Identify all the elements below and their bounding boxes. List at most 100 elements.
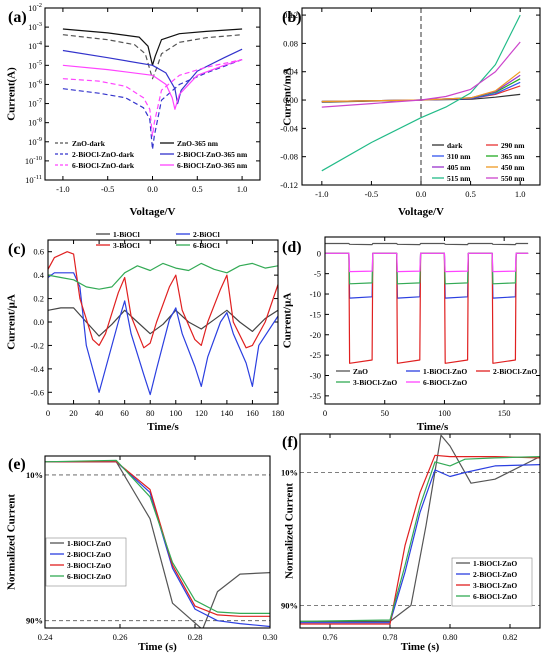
legend-label: 515 nm [447,174,471,183]
series-group [321,14,521,172]
y-tick-label: 10-9 [28,136,42,147]
legend-label: ZnO-dark [72,139,106,148]
legend-label: 2-BiOCl [193,230,220,239]
y-tick-label: 0.6 [33,247,44,257]
y-tick-label: 10% [281,468,298,478]
legend: 1-BiOCl 2-BiOCl 3-BiOCl 6-BiOCl [96,230,220,250]
x-tick-label: 0.24 [38,632,54,642]
legend-label: 550 nm [501,174,525,183]
legend-label: 6-BiOCl [193,241,220,250]
x-tick-label: 120 [195,408,208,418]
y-axis-title: Current/μA [282,293,294,349]
y-tick-label: 10-11 [25,174,42,185]
legend-label: 3-BiOCl-ZnO [473,581,517,590]
x-tick-label: 0.5 [192,184,203,194]
legend-label: dark [447,141,463,150]
y-axis-title: Current(A) [6,67,18,121]
x-tick-label: 40 [95,408,104,418]
series-group [45,459,270,628]
legend-label: 290 nm [501,141,525,150]
x-axis-title: Voltage/V [398,206,444,218]
panel-4: (e) Time (s) Normalized Current 0.24 0.26 0.2… [6,455,278,653]
y-tick-label: 0.08 [283,38,298,48]
plot-frame [44,7,261,181]
legend-label: ZnO-365 nm [177,139,219,148]
legend-label: 2-BiOCl-ZnO [67,550,111,559]
y-tick-label: -30 [310,370,321,380]
series-line [45,459,270,614]
legend-label: 3-BiOCl-ZnO [353,378,397,387]
x-axis-title: Voltage/V [129,206,175,218]
legend-label: 2-BiOCl-ZnO-dark [72,150,135,159]
x-axis-title: Time/s [147,421,179,433]
panel-2: (c) Time/s Current/μA 0 20 40 60 80 100 120 140 160… [6,230,285,433]
x-tick-label: 0 [323,408,327,418]
y-tick-label: 0 [317,248,321,258]
y-tick-label: 10-5 [28,59,42,70]
series-line [62,34,243,80]
x-tick-label: 140 [221,408,234,418]
series-line [62,48,243,105]
x-tick-label: 20 [69,408,78,418]
x-tick-label: 60 [120,408,129,418]
x-tick-label: 1.0 [237,184,248,194]
panel-3: (d) Time/s Current/μA 0 50 100 150 -35 -30 -25 -20… [282,236,541,433]
legend-label: 1-BiOCl [113,230,140,239]
panel-label: (f) [282,434,298,451]
plot-frame [47,239,279,405]
y-tick-label: 10-3 [28,21,42,32]
series-line [48,272,278,396]
x-tick-label: 150 [498,408,511,418]
y-tick-label: 90% [281,600,298,610]
y-tick-label: -0.4 [31,364,45,374]
series-line [300,434,540,622]
series-line [325,252,529,299]
panel-label: (a) [8,9,27,26]
legend-label: 6-BiOCl-ZnO-dark [72,161,135,170]
plot-frame [324,236,541,405]
series-group [48,251,278,396]
x-tick-label: 1.0 [515,189,526,199]
y-tick-label: -0.04 [280,123,298,133]
x-tick-label: 180 [272,408,285,418]
x-tick-label: 80 [146,408,155,418]
legend-label: 1-BiOCl-ZnO [473,559,517,568]
x-tick-label: 100 [438,408,451,418]
legend-label: 2-BiOCl-ZnO [473,570,517,579]
legend-label: 2-BiOCl-ZnO-365 nm [177,150,248,159]
legend-label: 405 nm [447,163,471,172]
y-tick-label: 90% [26,616,43,626]
y-tick-label: 10-7 [28,98,43,109]
x-tick-label: 0 [46,408,50,418]
legend: 1-BiOCl-ZnO 2-BiOCl-ZnO 3-BiOCl-ZnO 6-BiOCl… [45,537,127,587]
x-tick-label: 0.5 [465,189,476,199]
x-tick-label: 0.82 [503,632,518,642]
series-line [62,28,243,66]
legend-label: 1-BiOCl-ZnO [423,367,467,376]
y-tick-label: -0.12 [280,180,298,190]
legend-label: 6-BiOCl-ZnO [473,592,517,601]
series-line [62,59,243,150]
series-line [45,461,270,628]
x-tick-label: 0.30 [263,632,278,642]
series-line [62,59,243,137]
series-line [300,464,540,624]
legend: dark 290 nm 310 nm 365 nm 405 nm 450 nm 515 nm… [432,141,525,183]
legend-label: 6-BiOCl-ZnO [67,572,111,581]
y-tick-label: 0.0 [33,317,44,327]
x-tick-label: 0.0 [416,189,427,199]
y-tick-label: 10-8 [28,117,42,128]
legend-frame [45,537,127,587]
series-line [300,456,540,622]
y-tick-label: 10-6 [28,78,43,89]
legend-label: 1-BiOCl-ZnO [67,539,111,548]
series-line [300,454,540,625]
legend-label: 2-BiOCl-ZnO [493,367,537,376]
y-tick-label: -5 [314,269,321,279]
legend: ZnO-dark ZnO-365 nm 2-BiOCl-ZnO-dark 2-BiOC… [55,139,248,170]
y-tick-label: -0.6 [31,387,44,397]
legend-label: 450 nm [501,163,525,172]
y-axis-title: Normalized Current [6,494,18,590]
y-tick-label: -20 [310,330,321,340]
